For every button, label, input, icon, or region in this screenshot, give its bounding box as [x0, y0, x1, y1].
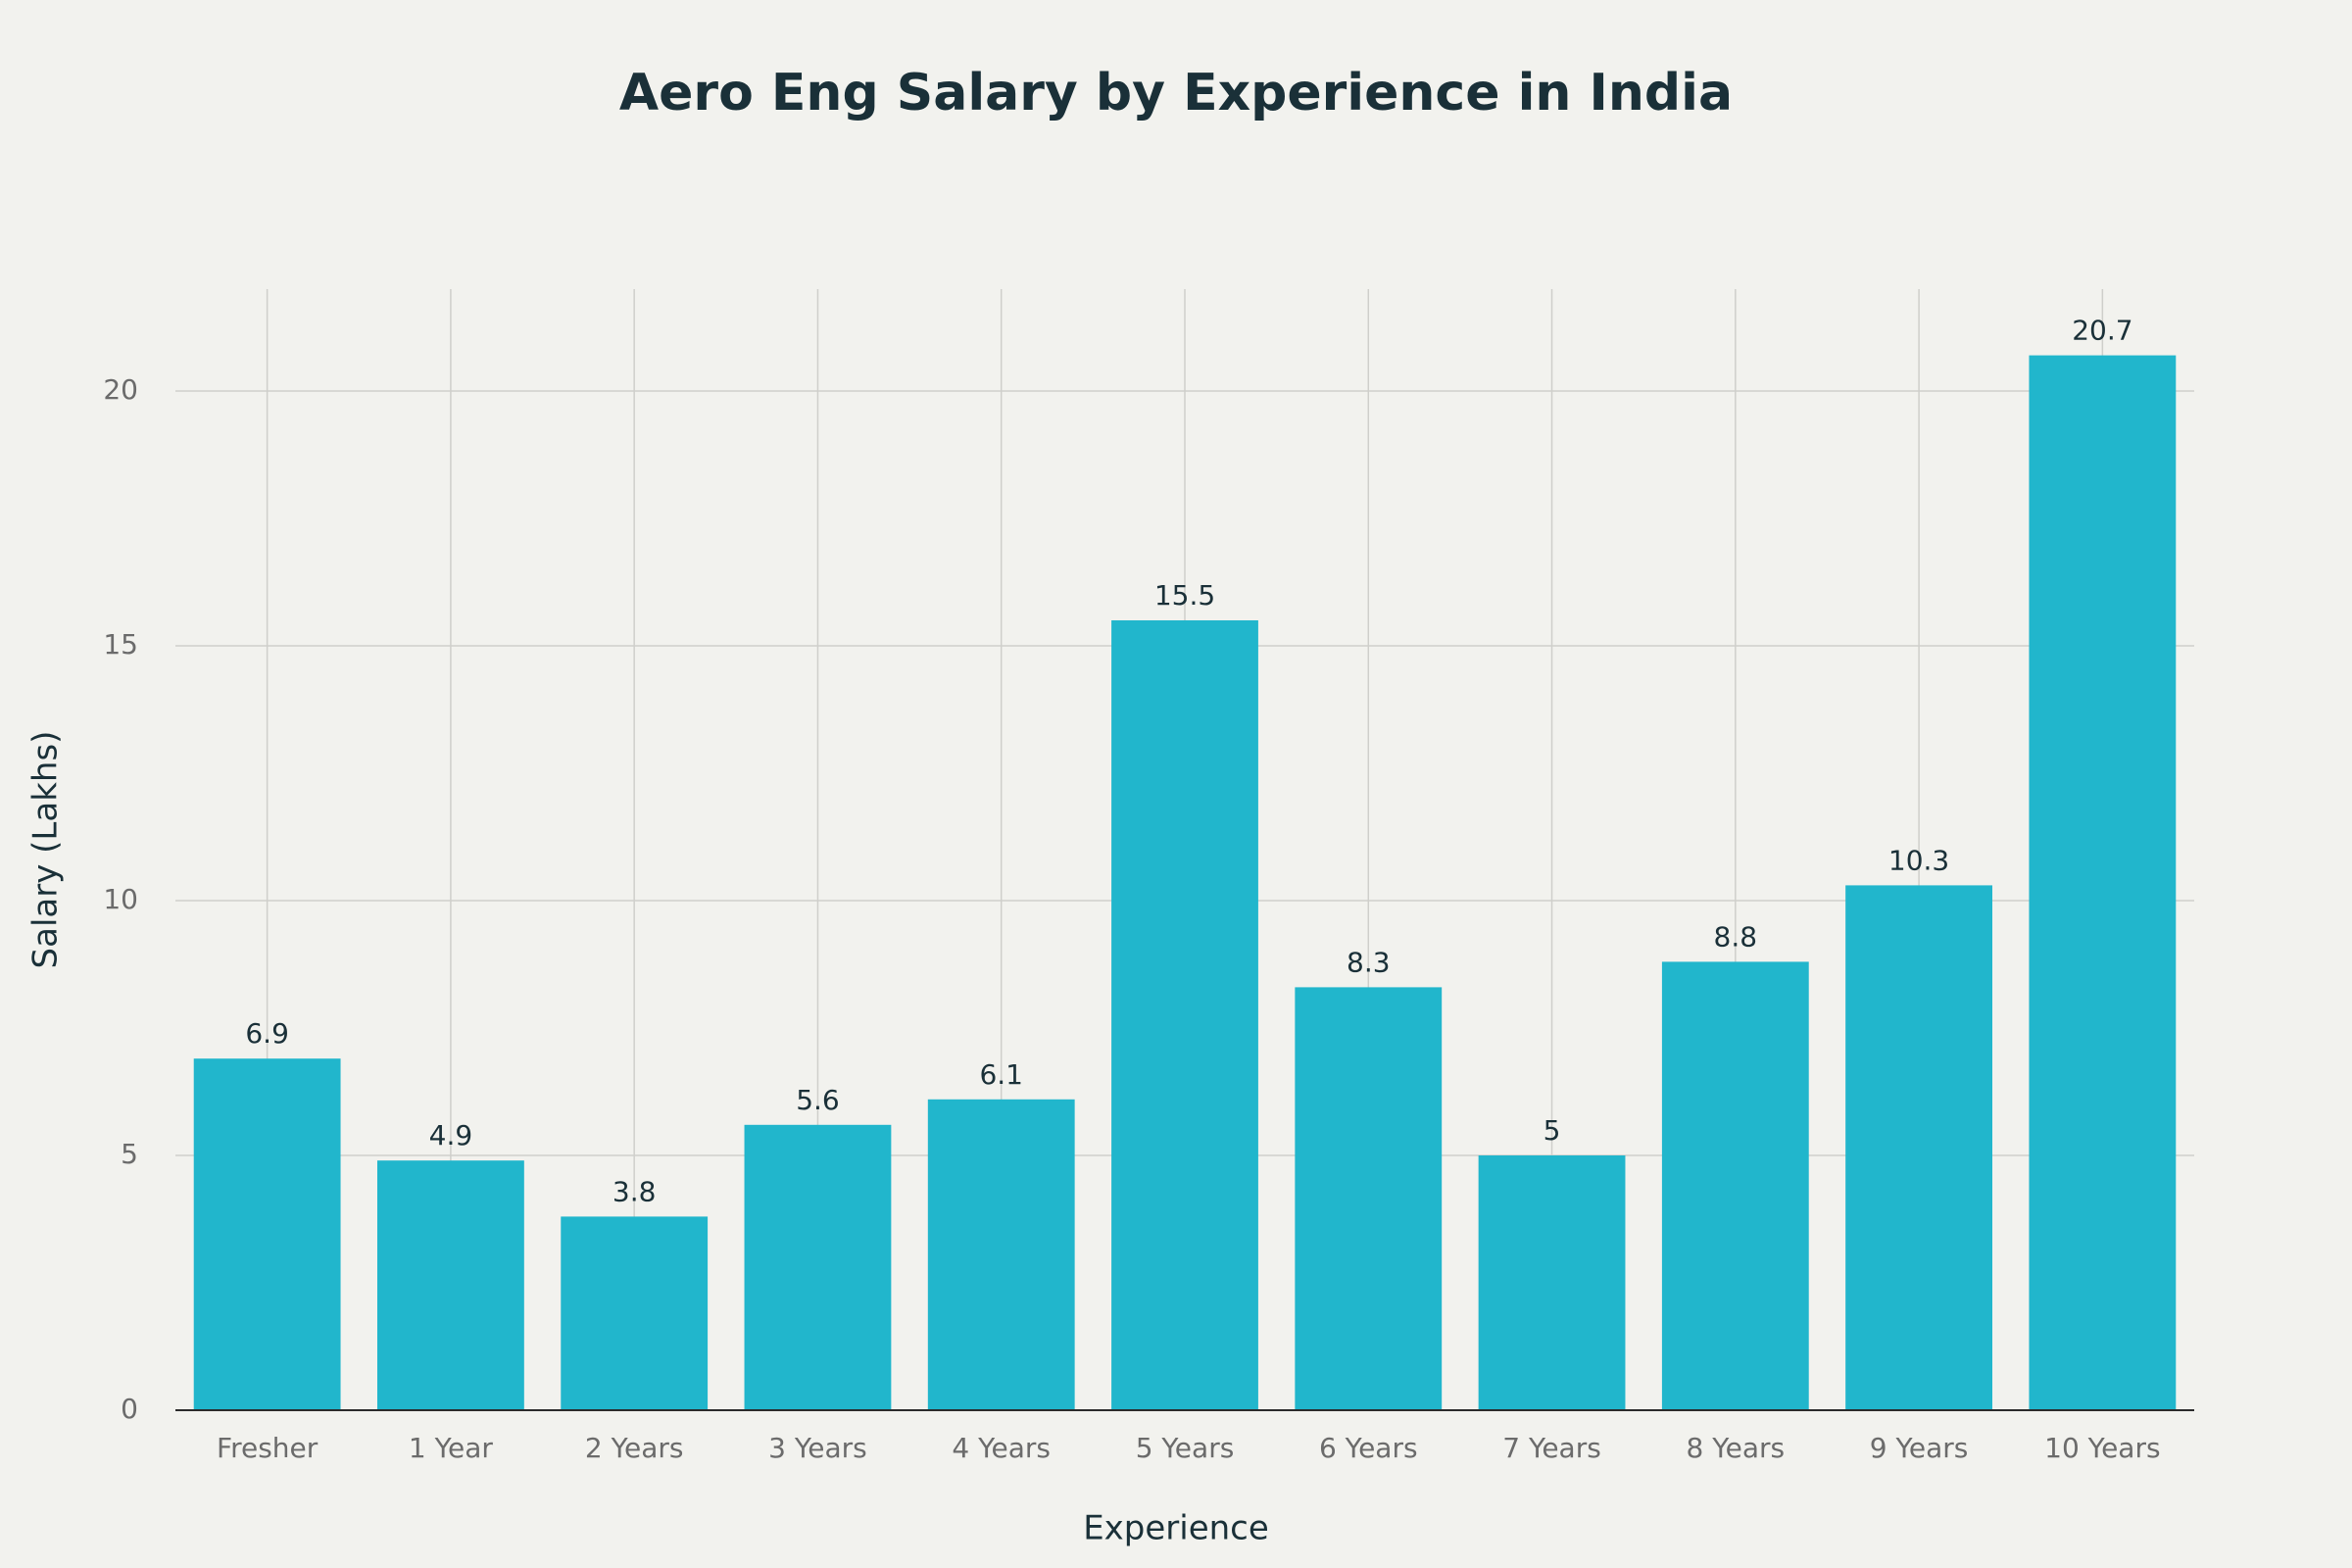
bar — [1111, 620, 1258, 1410]
y-axis-title: Salary (Lakhs) — [26, 731, 66, 969]
bar — [1295, 987, 1443, 1410]
value-label: 8.3 — [1347, 946, 1391, 978]
value-label: 20.7 — [2072, 315, 2132, 347]
bar — [1661, 961, 1809, 1410]
x-tick-label: 2 Years — [585, 1432, 684, 1464]
x-tick-label: 8 Years — [1687, 1432, 1786, 1464]
chart-title: Aero Eng Salary by Experience in India — [619, 64, 1733, 122]
y-tick-label: 0 — [121, 1393, 138, 1425]
bar — [377, 1160, 524, 1410]
value-label: 15.5 — [1154, 579, 1215, 612]
x-tick-label: 5 Years — [1136, 1432, 1235, 1464]
value-label: 3.8 — [612, 1175, 657, 1207]
bar — [1478, 1155, 1626, 1410]
x-tick-label: 6 Years — [1319, 1432, 1418, 1464]
x-tick-label: 3 Years — [768, 1432, 867, 1464]
value-label: 4.9 — [429, 1119, 473, 1152]
x-tick-label: 4 Years — [952, 1432, 1051, 1464]
bar — [1845, 885, 1992, 1410]
x-tick-label: 1 Year — [409, 1432, 493, 1464]
y-tick-label: 15 — [103, 628, 138, 661]
y-tick-label: 20 — [103, 373, 138, 406]
x-axis-title: Experience — [1083, 1509, 1269, 1548]
bar — [744, 1124, 892, 1410]
bar — [927, 1099, 1075, 1410]
value-label: 6.1 — [979, 1058, 1023, 1091]
x-tick-label: 10 Years — [2044, 1432, 2160, 1464]
x-tick-label: Fresher — [217, 1432, 318, 1464]
value-label: 5 — [1544, 1114, 1561, 1147]
bar — [193, 1058, 341, 1410]
value-label: 8.8 — [1714, 920, 1758, 953]
value-label: 10.3 — [1888, 844, 1949, 876]
value-label: 6.9 — [245, 1017, 289, 1050]
value-label: 5.6 — [796, 1084, 840, 1116]
bar — [561, 1216, 709, 1410]
bar — [2029, 355, 2177, 1411]
y-tick-label: 5 — [121, 1138, 138, 1170]
y-tick-label: 10 — [103, 883, 138, 915]
x-tick-label: 9 Years — [1870, 1432, 1969, 1464]
x-tick-label: 7 Years — [1502, 1432, 1601, 1464]
